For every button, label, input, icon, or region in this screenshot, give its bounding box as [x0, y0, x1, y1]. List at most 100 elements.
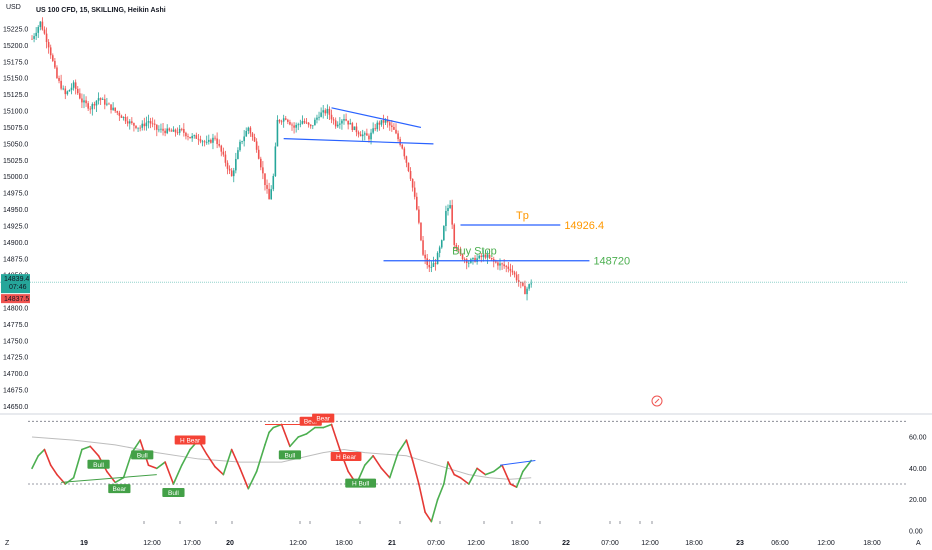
rsi-segment [122, 451, 133, 479]
candle-body [139, 127, 141, 129]
rsi-segment [31, 454, 40, 470]
rsi-segment [222, 448, 233, 476]
candle-body [241, 141, 243, 142]
candle-body [324, 110, 327, 114]
clock-icon-hand[interactable] [654, 398, 660, 404]
rsi-segment [49, 464, 58, 476]
candle-body [416, 196, 418, 210]
trendline[interactable] [331, 107, 422, 129]
candle-body [343, 118, 345, 121]
y-tick-label: 14775.0 [3, 322, 28, 329]
candle-body [422, 240, 424, 255]
y-tick-label: 15075.0 [3, 125, 28, 132]
candle-body [245, 130, 248, 137]
signal-label: Bear [316, 416, 331, 423]
rsi-segment [363, 454, 374, 467]
candle-body [197, 138, 200, 140]
candle-body [43, 29, 46, 34]
y-tick-label: 14675.0 [3, 388, 28, 395]
candle-body [272, 176, 275, 190]
y-tick-label: 15175.0 [3, 59, 28, 66]
candle-body [214, 137, 216, 139]
candle-body [282, 118, 285, 122]
rsi-segment [180, 448, 191, 467]
trendline[interactable] [283, 138, 434, 145]
candle-body [166, 128, 168, 134]
current-price-value: 14839.4 [4, 276, 29, 283]
chart-title: US 100 CFD, 15, SKILLING, Heikin Ashi [36, 7, 166, 14]
x-tick-label: 23 [736, 540, 744, 547]
rsi-line [31, 423, 533, 523]
candle-body [424, 254, 426, 259]
candle-body [35, 32, 37, 37]
candle-body [347, 120, 349, 125]
candle-body [187, 136, 189, 138]
candle-body [366, 133, 368, 136]
candle-body [172, 129, 175, 132]
candle-body [253, 136, 256, 142]
candle-body [164, 130, 166, 134]
take-profit-value: 14926.4 [564, 220, 604, 232]
y-tick-label: 15025.0 [3, 158, 28, 165]
candle-body [85, 100, 87, 104]
candle-body [447, 208, 449, 211]
candle-body [511, 270, 514, 273]
candle-body [468, 262, 470, 264]
candle-body [309, 124, 312, 127]
candle-body [432, 263, 435, 267]
candle-body [291, 124, 293, 126]
candle-body [266, 185, 268, 189]
candle-body [193, 135, 196, 137]
previous-close-value: 14837.5 [4, 296, 29, 303]
candle-body [434, 263, 437, 265]
rsi-segment [268, 426, 275, 434]
candle-body [445, 210, 447, 227]
candle-body [295, 124, 297, 128]
candle-body [305, 122, 308, 124]
rsi-segment [388, 451, 399, 479]
candle-body [513, 272, 516, 275]
candle-body [239, 141, 241, 151]
candle-body [472, 257, 474, 260]
candle-body [178, 128, 181, 133]
candle-body [349, 123, 352, 125]
rsi-segment [255, 444, 266, 473]
candle-body [255, 141, 258, 150]
rsi-segment [164, 461, 175, 485]
candle-body [336, 124, 339, 127]
rsi-segment [272, 423, 283, 429]
candle-body [393, 126, 395, 130]
candle-body [224, 154, 227, 163]
candle-body [372, 128, 374, 133]
candle-body [145, 122, 148, 127]
clock-icon[interactable] [651, 395, 663, 407]
candle-body [89, 108, 92, 110]
candle-body [457, 248, 460, 250]
clock-icon-ring[interactable] [651, 395, 663, 407]
rsi-segment [37, 448, 46, 457]
candle-body [497, 262, 499, 266]
candle-body [64, 88, 67, 95]
candle-body [517, 280, 520, 282]
candle-body [101, 99, 104, 100]
candle-body [440, 240, 443, 248]
candle-body [353, 126, 356, 131]
x-tick-label: 20 [226, 540, 234, 547]
candle-body [287, 119, 289, 122]
candle-body [495, 261, 497, 263]
rsi-segment [114, 476, 125, 484]
candle-body [110, 104, 112, 110]
rsi-segment [467, 467, 478, 485]
candle-body [212, 137, 214, 143]
candle-body [374, 128, 376, 130]
candle-body [293, 125, 295, 128]
rsi-segment [411, 459, 420, 485]
candle-body [106, 103, 108, 105]
candle-body [47, 42, 50, 48]
candle-body [388, 122, 391, 126]
candle-body [168, 128, 171, 131]
candle-body [68, 89, 71, 92]
rsi-y-tick-label: 40.00 [909, 466, 927, 473]
